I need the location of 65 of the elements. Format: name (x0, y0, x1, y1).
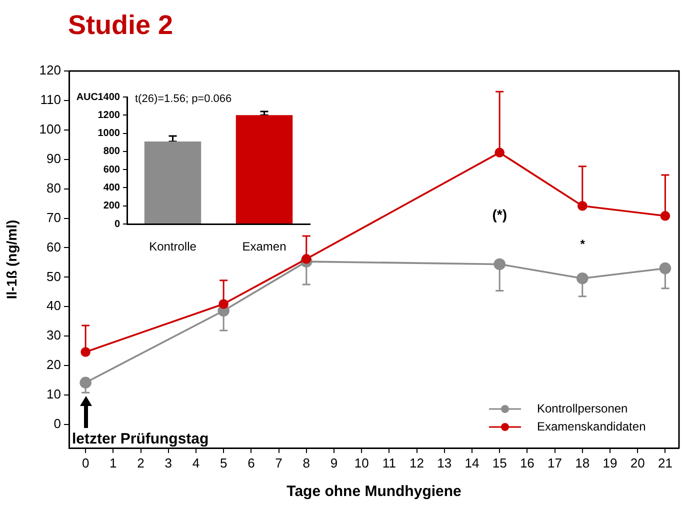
x-tick-label: 21 (658, 455, 672, 470)
y-tick-label: 0 (54, 416, 61, 432)
y-tick-label: 100 (39, 121, 61, 136)
y-tick-label: 400 (103, 182, 120, 194)
y-tick-label: 1000 (98, 128, 120, 140)
y-tick-label: 20 (46, 357, 61, 372)
x-tick-label: 7 (275, 455, 282, 470)
y-tick-label: 90 (46, 150, 61, 166)
annotation: * (580, 237, 586, 252)
legend-label: Kontrollpersonen (537, 401, 628, 416)
x-tick-label: 5 (220, 455, 228, 470)
legend-label: Examenskandidaten (537, 419, 646, 434)
x-tick-label: 15 (492, 455, 507, 470)
point (576, 272, 588, 284)
y-axis-title: Il-1ß (ng/ml) (3, 220, 20, 300)
x-tick-label: Examen (242, 240, 286, 254)
x-tick-label: 13 (437, 455, 452, 470)
y-tick-label: 120 (39, 62, 61, 78)
y-tick-label: 50 (46, 268, 61, 284)
y-tick-label: 800 (103, 146, 120, 158)
y-tick-label: 1400 (98, 92, 120, 103)
x-axis-title: Tage ohne Mundhygiene (286, 483, 462, 500)
point (494, 258, 506, 270)
x-tick-label: 16 (520, 455, 534, 470)
point (660, 211, 670, 221)
point (494, 148, 504, 158)
x-tick-label: 11 (382, 455, 396, 470)
x-tick-label: 4 (192, 455, 200, 470)
y-axis-title: AUC (76, 92, 98, 103)
y-tick-label: 1200 (98, 110, 120, 121)
y-tick-label: 30 (46, 328, 61, 343)
x-tick-label: 8 (302, 455, 310, 470)
point (80, 347, 90, 357)
x-tick-label: 20 (630, 455, 645, 470)
x-tick-label: 19 (602, 455, 618, 470)
point (301, 254, 312, 264)
chart-title: Studie 2 (68, 10, 174, 41)
y-tick-label: 70 (46, 210, 61, 225)
y-tick-label: 110 (40, 92, 61, 108)
x-tick-label: 2 (137, 455, 144, 470)
x-tick-label: 1 (110, 455, 117, 470)
y-tick-label: 40 (46, 298, 61, 314)
y-tick-label: 60 (46, 239, 61, 254)
y-tick-label: 10 (46, 386, 61, 402)
annotation: (*) (492, 206, 508, 222)
x-tick-label: 6 (248, 455, 255, 470)
x-tick-label: 17 (548, 455, 562, 470)
x-tick-label: 0 (82, 455, 90, 470)
y-tick-label: 80 (46, 180, 61, 196)
x-tick-label: 14 (464, 455, 480, 470)
y-tick-label: 600 (103, 164, 120, 176)
annotation: letzter Prüfungstag (72, 430, 209, 448)
point (659, 262, 672, 274)
y-tick-label: 200 (103, 200, 120, 212)
x-tick-label: 12 (410, 455, 424, 470)
annotation: t(26)=1.56; p=0.066 (135, 93, 232, 106)
x-tick-label: 3 (164, 455, 172, 470)
x-tick-label: 10 (354, 455, 369, 470)
point (577, 200, 588, 211)
x-tick-label: Kontrolle (149, 240, 197, 254)
point (218, 299, 228, 309)
x-tick-label: 9 (330, 455, 338, 470)
y-tick-label: 0 (114, 218, 120, 230)
point (80, 376, 92, 389)
x-tick-label: 18 (575, 455, 590, 470)
